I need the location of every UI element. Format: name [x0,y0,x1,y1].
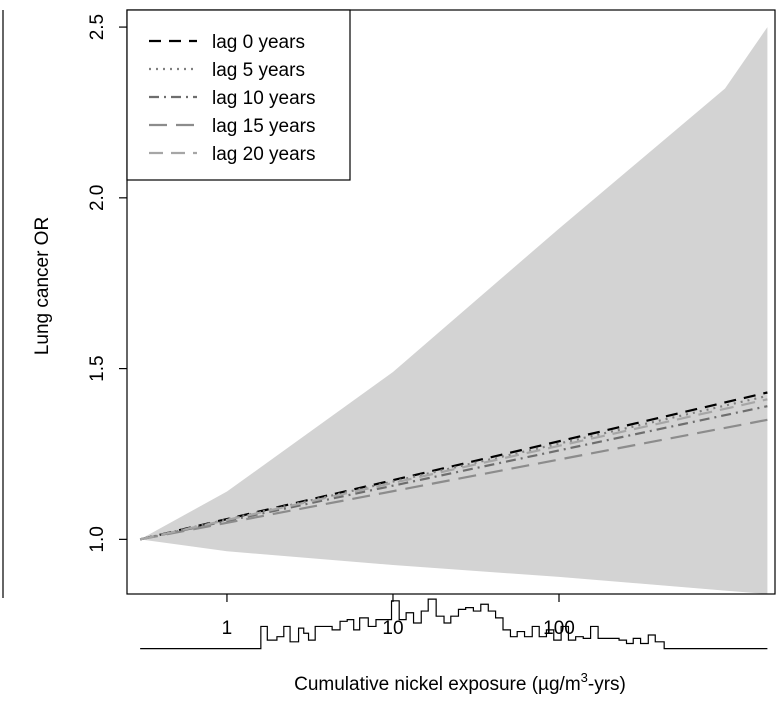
legend-box [126,9,351,181]
y-tick-label: 2.5 [87,14,108,40]
exposure-histogram-layer [140,598,768,650]
y-tick-label: 1.5 [87,355,108,381]
series-line-3 [139,405,768,541]
legend: lag 0 years lag 5 years lag 10 years lag 15… [126,9,351,181]
confidence-band [140,27,768,594]
legend-label-5: lag 20 years [212,144,316,165]
x-tick-label: 1 [222,618,233,639]
legend-label-2: lag 5 years [212,60,305,81]
legend-label-4: lag 15 years [212,116,316,137]
legend-label-1: lag 0 years [212,32,305,53]
x-axis-label-superscript: 3 [581,670,588,685]
legend-label-3: lag 10 years [212,88,316,109]
x-axis-label-main: Cumulative nickel exposure (µg/m [294,674,581,695]
y-tick-label: 1.0 [87,526,108,552]
x-tick-label: 10 [382,618,403,639]
confidence-band-layer [140,27,768,594]
x-axis: 1 10 100 [222,594,575,639]
series-line-5 [139,398,768,541]
x-axis-label: Cumulative nickel exposure (µg/m3-yrs) [294,670,626,695]
plot-frame [126,9,776,595]
y-axis: 1.0 1.5 2.0 2.5 [87,14,127,553]
series-line-1 [139,391,768,541]
x-tick-label: 100 [543,618,575,639]
y-axis-label: Lung cancer OR [32,217,53,355]
x-axis-label-tail: -yrs) [588,674,626,695]
exposure-histogram [140,598,768,650]
y-tick-label: 2.0 [87,185,108,211]
series-layer [139,391,768,541]
